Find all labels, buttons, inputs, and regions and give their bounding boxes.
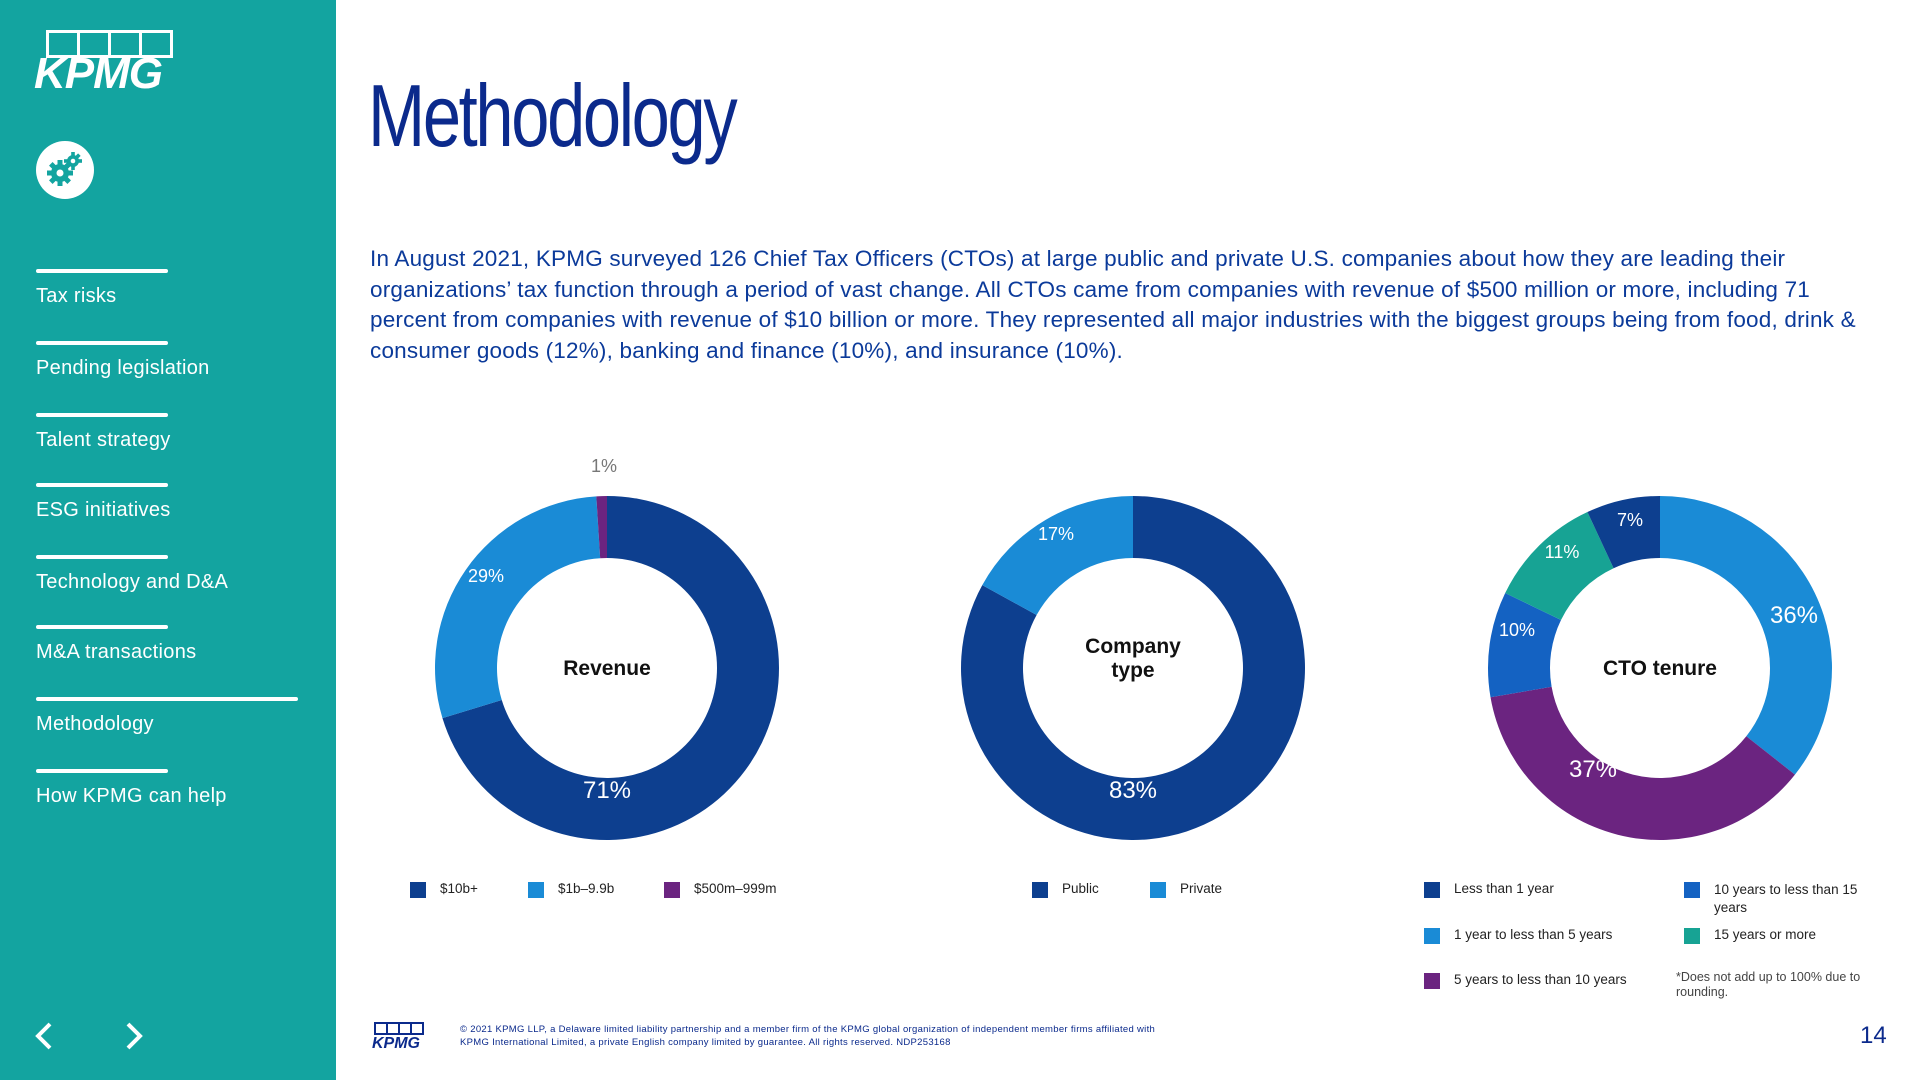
legend-label: $10b+ xyxy=(440,881,478,896)
legend-swatch xyxy=(664,882,680,898)
slice-less-than-1-year xyxy=(1587,496,1660,569)
previous-arrow-icon[interactable] xyxy=(30,1018,60,1054)
nav-label: Methodology xyxy=(36,713,154,735)
slice-1-year-to-less-than-5-years xyxy=(1660,496,1833,775)
legend-swatch xyxy=(1032,882,1048,898)
nav-item-esg-initiatives[interactable]: ESG initiatives xyxy=(36,483,316,522)
chart-title: type xyxy=(1111,659,1154,682)
slice--1b-9-9b xyxy=(435,496,601,719)
nav-item-talent-strategy[interactable]: Talent strategy xyxy=(36,413,316,452)
legend-item: $500m–999m xyxy=(664,881,777,898)
nav-label: Tax risks xyxy=(36,285,117,307)
gear-icon xyxy=(36,141,94,199)
footer-copyright: © 2021 KPMG LLP, a Delaware limited liab… xyxy=(460,1024,1156,1048)
legend-label: $1b–9.9b xyxy=(558,881,615,896)
nav-item-ma-transactions[interactable]: M&A transactions xyxy=(36,625,316,664)
slice-private xyxy=(982,496,1133,616)
page-title: Methodology xyxy=(368,66,738,165)
legend-item: 1 year to less than 5 years xyxy=(1424,927,1612,944)
legend-item: Public xyxy=(1032,881,1099,898)
legend-item: $10b+ xyxy=(410,881,478,898)
legend-label: Public xyxy=(1062,881,1099,896)
intro-paragraph: In August 2021, KPMG surveyed 126 Chief … xyxy=(370,246,1856,363)
nav-rule xyxy=(36,769,168,773)
legend-label: $500m–999m xyxy=(694,881,777,896)
slice-label: 10% xyxy=(1499,620,1535,640)
logo-text: KPMG xyxy=(34,49,163,98)
legend-swatch xyxy=(1684,928,1700,944)
slice-label: 1% xyxy=(591,456,617,476)
legend-swatch xyxy=(410,882,426,898)
nav-item-technology-and-da[interactable]: Technology and D&A xyxy=(36,555,316,594)
slice-label: 71% xyxy=(583,777,631,804)
slice-15-years-or-more xyxy=(1505,512,1614,621)
legend-swatch xyxy=(1150,882,1166,898)
nav-rule xyxy=(36,269,168,273)
nav-label: M&A transactions xyxy=(36,641,197,663)
legend-label: Less than 1 year xyxy=(1454,881,1554,896)
legend-label: 10 years to less than 15 years xyxy=(1714,882,1858,915)
chart-title: Revenue xyxy=(563,657,651,680)
slice-label: 17% xyxy=(1038,524,1074,544)
footer-logo-text: KPMG xyxy=(372,1035,420,1052)
chart-title: Company xyxy=(1085,635,1181,658)
nav-rule xyxy=(36,483,168,487)
page-number: 14 xyxy=(1860,1022,1887,1049)
legend-swatch xyxy=(1424,882,1440,898)
donut-2: 36% 37% 10% 11% 7% CTO tenure xyxy=(1488,496,1833,840)
slice-label: 29% xyxy=(468,566,504,586)
next-arrow-icon[interactable] xyxy=(118,1018,148,1054)
nav-label: Talent strategy xyxy=(36,429,171,451)
nav-rule xyxy=(36,625,168,629)
nav-rule xyxy=(36,413,168,417)
chart-title: CTO tenure xyxy=(1603,657,1717,680)
nav-rule xyxy=(36,341,168,345)
legend-label: 15 years or more xyxy=(1714,927,1817,942)
nav-rule xyxy=(36,697,298,701)
nav-item-methodology[interactable]: Methodology xyxy=(36,697,316,736)
legend-item: Private xyxy=(1150,881,1222,898)
slice-label: 36% xyxy=(1770,602,1818,629)
legend-label: 5 years to less than 10 years xyxy=(1454,972,1627,987)
nav-item-pending-legislation[interactable]: Pending legislation xyxy=(36,341,316,380)
legend-swatch xyxy=(1684,882,1700,898)
slice--10b- xyxy=(442,496,779,840)
nav-rule xyxy=(36,555,168,559)
sidebar: KPMG xyxy=(0,0,336,1080)
nav-item-how-kpmg-can-help[interactable]: How KPMG can help xyxy=(36,769,316,808)
nav-label: ESG initiatives xyxy=(36,499,171,521)
slice-label: 83% xyxy=(1109,777,1157,804)
nav-label: How KPMG can help xyxy=(36,785,227,807)
slice-label: 7% xyxy=(1617,510,1643,530)
legend-swatch xyxy=(1424,973,1440,989)
legend-item: Less than 1 year xyxy=(1424,881,1554,898)
legend-item: 10 years to less than 15 years xyxy=(1684,881,1884,917)
footer-kpmg-logo: KPMG xyxy=(372,1022,426,1052)
legend-swatch xyxy=(528,882,544,898)
slice-5-years-to-less-than-10-years xyxy=(1490,686,1795,840)
slice-label: 37% xyxy=(1569,756,1617,783)
kpmg-logo[interactable]: KPMG xyxy=(34,30,184,96)
legend-item: 15 years or more xyxy=(1684,927,1816,944)
legend-item: 5 years to less than 10 years xyxy=(1424,972,1627,989)
nav-label: Technology and D&A xyxy=(36,571,229,593)
slice-public xyxy=(961,496,1305,840)
legend-label: 1 year to less than 5 years xyxy=(1454,927,1613,942)
legend-label: Private xyxy=(1180,881,1223,896)
nav-label: Pending legislation xyxy=(36,357,210,379)
donut-0: 71% 29% 1% Revenue xyxy=(435,456,779,840)
legend-swatch xyxy=(1424,928,1440,944)
nav-item-tax-risks[interactable]: Tax risks xyxy=(36,269,316,308)
logo-boxes xyxy=(46,30,173,58)
legend-item: $1b–9.9b xyxy=(528,881,614,898)
slice-10-years-to-less-than-15-years xyxy=(1488,593,1561,698)
slice-label: 11% xyxy=(1545,542,1580,562)
slice--500m-999m xyxy=(596,496,607,559)
rounding-note: *Does not add up to 100% due to rounding… xyxy=(1676,970,1861,999)
